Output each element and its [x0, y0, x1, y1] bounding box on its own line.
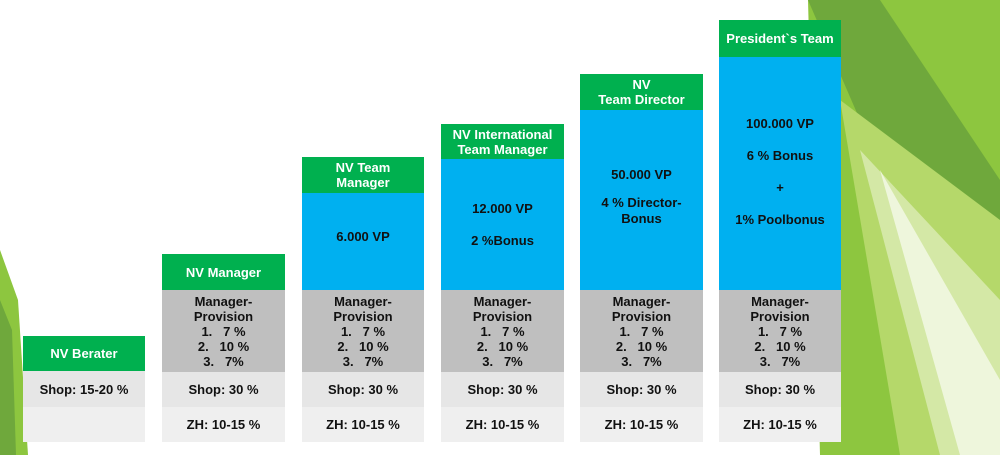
- qualification-box: 12.000 VP 2 %Bonus: [441, 159, 564, 290]
- level-title: NV Manager: [162, 254, 285, 290]
- manager-provision: Manager- Provision 1. 7 % 2. 10 % 3. 7%: [719, 290, 841, 372]
- shop-rate: Shop: 15-20 %: [23, 371, 145, 407]
- level-column-presidents-team: President`s Team 100.000 VP 6 % Bonus + …: [719, 20, 841, 442]
- level-title: NV Berater: [23, 336, 145, 371]
- qualification-box: 6.000 VP: [302, 193, 424, 290]
- zh-rate: ZH: 10-15 %: [580, 407, 703, 442]
- manager-provision: Manager- Provision 1. 7 % 2. 10 % 3. 7%: [302, 290, 424, 372]
- manager-provision: Manager- Provision 1. 7 % 2. 10 % 3. 7%: [162, 290, 285, 372]
- level-title: NV Team Manager: [302, 157, 424, 193]
- shop-rate: Shop: 30 %: [302, 372, 424, 407]
- qualification-box: 50.000 VP 4 % Director- Bonus: [580, 110, 703, 290]
- zh-rate: ZH: 10-15 %: [441, 407, 564, 442]
- zh-rate: ZH: 10-15 %: [302, 407, 424, 442]
- shop-rate: Shop: 30 %: [580, 372, 703, 407]
- level-title: President`s Team: [719, 20, 841, 57]
- shop-rate: Shop: 30 %: [162, 372, 285, 407]
- level-title: NV Team Director: [580, 74, 703, 110]
- level-title: NV International Team Manager: [441, 124, 564, 159]
- manager-provision: Manager- Provision 1. 7 % 2. 10 % 3. 7%: [441, 290, 564, 372]
- qualification-box: 100.000 VP 6 % Bonus + 1% Poolbonus: [719, 57, 841, 290]
- zh-rate: ZH: 10-15 %: [719, 407, 841, 442]
- manager-provision: Manager- Provision 1. 7 % 2. 10 % 3. 7%: [580, 290, 703, 372]
- shop-rate: Shop: 30 %: [719, 372, 841, 407]
- zh-rate: [23, 407, 145, 442]
- level-column-nv-team-manager: NV Team Manager 6.000 VP Manager- Provis…: [302, 157, 424, 442]
- level-column-nv-international-team-manager: NV International Team Manager 12.000 VP …: [441, 124, 564, 442]
- zh-rate: ZH: 10-15 %: [162, 407, 285, 442]
- green-shape-left-dark: [0, 300, 16, 455]
- level-column-nv-manager: NV Manager Manager- Provision 1. 7 % 2. …: [162, 254, 285, 442]
- level-column-nv-berater: NV Berater Shop: 15-20 %: [23, 336, 145, 442]
- level-column-nv-team-director: NV Team Director 50.000 VP 4 % Director-…: [580, 74, 703, 442]
- white-wedge: [880, 170, 1000, 455]
- shop-rate: Shop: 30 %: [441, 372, 564, 407]
